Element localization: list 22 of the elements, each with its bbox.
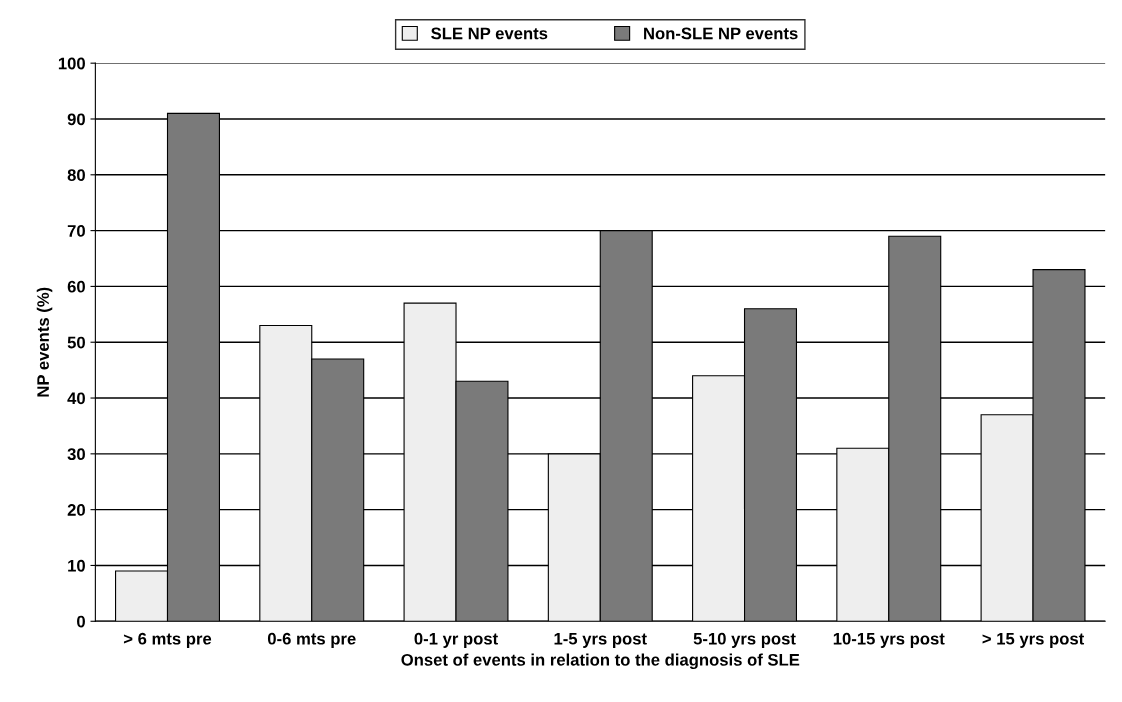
- y-tick-label: 90: [67, 113, 85, 126]
- x-tick-label: 0-6 mts pre: [267, 632, 356, 648]
- legend-label: SLE NP events: [431, 27, 548, 40]
- y-tick-label: 70: [67, 225, 85, 237]
- legend-label: Non-SLE NP events: [644, 27, 798, 40]
- x-axis-title: Onset of events in relation to the diagnosis of SLE: [401, 653, 800, 670]
- x-tick-label: 10-15 yrs post: [833, 632, 945, 648]
- x-tick-label: 1-5 yrs post: [554, 632, 647, 648]
- y-axis-title: NP events (%): [36, 287, 53, 397]
- x-tick-label: 0-1 yr post: [414, 632, 498, 648]
- x-tick-label: > 15 yrs post: [982, 632, 1085, 648]
- x-tick-label: > 6 mts pre: [123, 632, 212, 648]
- y-tick-label: 0: [77, 615, 85, 628]
- y-tick-label: 30: [67, 448, 85, 461]
- y-tick-label: 60: [67, 280, 85, 293]
- y-tick-label: 20: [67, 504, 85, 516]
- y-tick-label: 80: [67, 169, 85, 181]
- x-tick-label: 5-10 yrs post: [693, 632, 796, 648]
- y-tick-label: 10: [68, 559, 85, 572]
- y-tick-label: 50: [67, 336, 85, 349]
- y-tick-label: 100: [58, 57, 85, 70]
- y-tick-label: 40: [67, 392, 85, 405]
